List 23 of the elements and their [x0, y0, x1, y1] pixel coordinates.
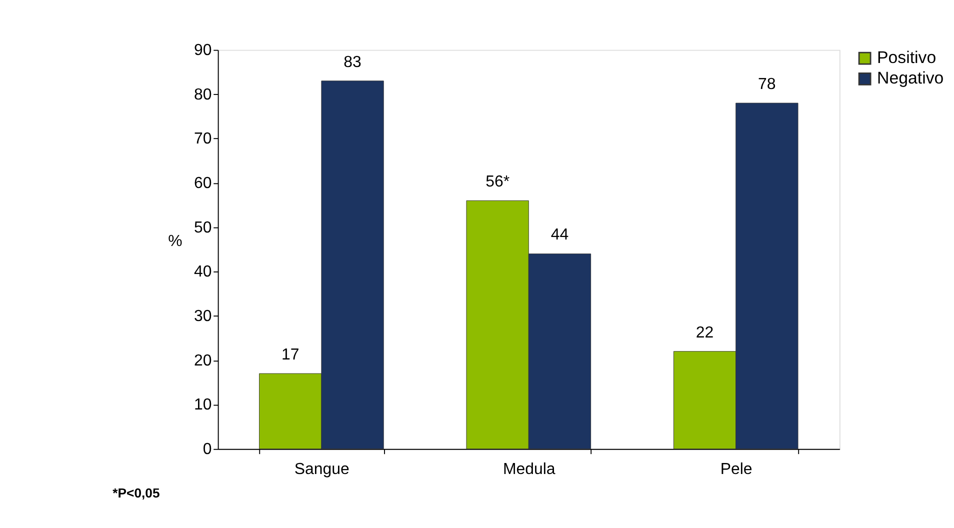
data-label: 78	[758, 76, 776, 93]
legend-label: Positivo	[877, 48, 936, 67]
x-tick-label: Sangue	[294, 460, 350, 478]
data-label: 83	[344, 54, 362, 71]
y-axis-title: %	[168, 233, 182, 250]
text: *P<0,05	[112, 486, 160, 501]
y-tick-label: 20	[194, 352, 212, 370]
y-tick-label: 60	[194, 175, 212, 192]
x-tick-label: Pele	[720, 460, 752, 478]
y-tick-label: 90	[194, 42, 212, 60]
x-tick-label: Medula	[502, 460, 556, 478]
data-label: 17	[281, 346, 300, 364]
data-label: 56*	[486, 174, 510, 191]
y-tick-label: 80	[194, 86, 212, 104]
y-tick-label: 50	[194, 219, 212, 236]
data-label: 22	[696, 324, 714, 342]
y-tick-label: 0	[202, 441, 212, 458]
y-tick-label: 40	[194, 264, 212, 281]
legend-label: Negativo	[877, 68, 944, 88]
y-tick-label: 10	[194, 396, 212, 414]
data-label: 44	[550, 226, 569, 244]
y-tick-label: 30	[194, 308, 212, 326]
y-tick-label: 70	[194, 130, 212, 148]
